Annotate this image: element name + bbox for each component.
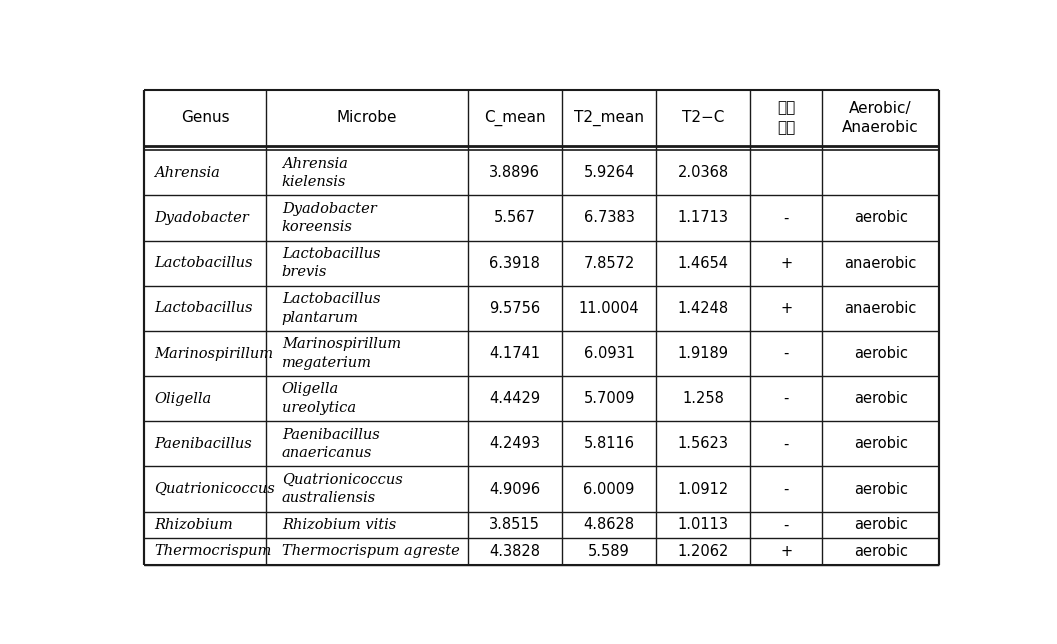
Text: anaerobic: anaerobic <box>845 256 916 270</box>
Text: -: - <box>783 482 790 497</box>
Text: +: + <box>780 256 793 270</box>
Text: Lactobacillus: Lactobacillus <box>154 301 253 316</box>
Text: 4.3828: 4.3828 <box>489 544 540 559</box>
Text: 4.8628: 4.8628 <box>583 517 634 533</box>
Text: Dyadobacter
koreensis: Dyadobacter koreensis <box>282 202 376 234</box>
Text: 1.1713: 1.1713 <box>678 211 729 225</box>
Text: 2.0368: 2.0368 <box>678 166 729 180</box>
Text: 6.0931: 6.0931 <box>583 346 634 361</box>
Text: Microbe: Microbe <box>336 110 396 126</box>
Text: aerobic: aerobic <box>854 544 908 559</box>
Text: T2_mean: T2_mean <box>574 110 644 126</box>
Text: Genus: Genus <box>181 110 229 126</box>
Text: Lactobacillus: Lactobacillus <box>154 256 253 270</box>
Text: -: - <box>783 346 790 361</box>
Text: Marinospirillum
megaterium: Marinospirillum megaterium <box>282 337 401 370</box>
Text: 6.0009: 6.0009 <box>583 482 635 497</box>
Text: Marinospirillum: Marinospirillum <box>154 346 273 361</box>
Text: -: - <box>783 517 790 533</box>
Text: -: - <box>783 391 790 406</box>
Text: C_mean: C_mean <box>484 110 545 126</box>
Text: Oligella
ureolytica: Oligella ureolytica <box>282 383 356 415</box>
Text: Oligella: Oligella <box>154 392 211 406</box>
Text: Rhizobium: Rhizobium <box>154 518 233 532</box>
Text: Rhizobium vitis: Rhizobium vitis <box>282 518 396 532</box>
Text: 5.9264: 5.9264 <box>583 166 634 180</box>
Text: 1.0113: 1.0113 <box>678 517 729 533</box>
Text: 3.8896: 3.8896 <box>489 166 540 180</box>
Text: 5.8116: 5.8116 <box>583 437 634 451</box>
Text: 1.258: 1.258 <box>683 391 724 406</box>
Text: 6.3918: 6.3918 <box>489 256 540 270</box>
Text: 11.0004: 11.0004 <box>579 301 639 316</box>
Text: 1.4248: 1.4248 <box>678 301 729 316</box>
Text: +: + <box>780 301 793 316</box>
Text: aerobic: aerobic <box>854 211 908 225</box>
Text: anaerobic: anaerobic <box>845 301 916 316</box>
Text: -: - <box>783 437 790 451</box>
Text: 1.2062: 1.2062 <box>678 544 729 559</box>
Text: 9.5756: 9.5756 <box>489 301 540 316</box>
Text: Lactobacillus
brevis: Lactobacillus brevis <box>282 247 381 279</box>
Text: 1.9189: 1.9189 <box>678 346 729 361</box>
Text: Paenibacillus
anaericanus: Paenibacillus anaericanus <box>282 428 379 460</box>
Text: 5.7009: 5.7009 <box>583 391 635 406</box>
Text: Quatrionicoccus
australiensis: Quatrionicoccus australiensis <box>282 473 403 506</box>
Text: Paenibacillus: Paenibacillus <box>154 437 252 451</box>
Text: -: - <box>783 211 790 225</box>
Text: 그람
염색: 그람 염색 <box>777 100 796 135</box>
Text: 1.4654: 1.4654 <box>678 256 729 270</box>
Text: aerobic: aerobic <box>854 517 908 533</box>
Text: 7.8572: 7.8572 <box>583 256 635 270</box>
Text: Thermocrispum: Thermocrispum <box>154 544 272 558</box>
Text: Lactobacillus
plantarum: Lactobacillus plantarum <box>282 292 381 325</box>
Text: Quatrionicoccus: Quatrionicoccus <box>154 482 275 496</box>
Text: 4.1741: 4.1741 <box>489 346 540 361</box>
Text: 4.2493: 4.2493 <box>489 437 540 451</box>
Text: aerobic: aerobic <box>854 391 908 406</box>
Text: aerobic: aerobic <box>854 482 908 497</box>
Text: +: + <box>780 544 793 559</box>
Text: 1.5623: 1.5623 <box>678 437 729 451</box>
Text: Ahrensia: Ahrensia <box>154 166 220 180</box>
Text: 5.589: 5.589 <box>588 544 630 559</box>
Text: 6.7383: 6.7383 <box>583 211 634 225</box>
Text: 4.9096: 4.9096 <box>489 482 540 497</box>
Text: aerobic: aerobic <box>854 437 908 451</box>
Text: T2−C: T2−C <box>682 110 724 126</box>
Text: aerobic: aerobic <box>854 346 908 361</box>
Text: Thermocrispum agreste: Thermocrispum agreste <box>282 544 460 558</box>
Text: Ahrensia
kielensis: Ahrensia kielensis <box>282 156 348 189</box>
Text: Dyadobacter: Dyadobacter <box>154 211 248 225</box>
Text: 5.567: 5.567 <box>494 211 536 225</box>
Text: Aerobic/
Anaerobic: Aerobic/ Anaerobic <box>842 100 919 135</box>
Text: 3.8515: 3.8515 <box>489 517 540 533</box>
Text: 4.4429: 4.4429 <box>489 391 540 406</box>
Text: 1.0912: 1.0912 <box>678 482 729 497</box>
